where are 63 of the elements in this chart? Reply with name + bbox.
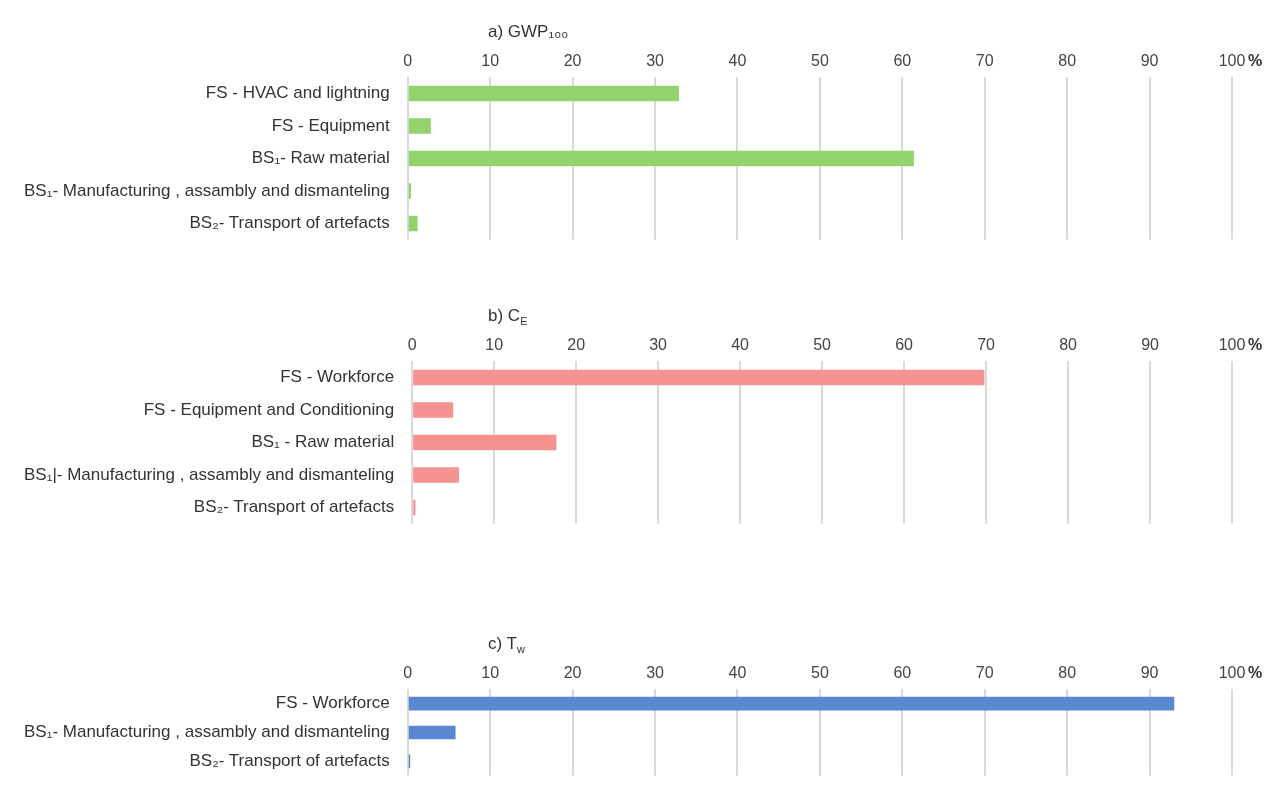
x-tick-label: 20 bbox=[563, 52, 582, 70]
chart-title: c) T$_{w}$ bbox=[488, 634, 525, 656]
y-tick-label: BS₁|- Manufacturing , assambly and dismanteling bbox=[23, 464, 395, 484]
x-tick-label: 90 bbox=[1140, 664, 1159, 682]
chart-title: b) C$_{E}$ bbox=[488, 306, 528, 328]
chart-title: a) GWP₁₀₀ bbox=[488, 22, 569, 42]
x-tick-label: 90 bbox=[1141, 336, 1160, 354]
x-axis-title: % bbox=[1248, 336, 1263, 354]
bar bbox=[408, 150, 914, 167]
bar bbox=[413, 369, 985, 386]
x-tick-label: 10 bbox=[485, 336, 504, 354]
x-tick-label: 10 bbox=[481, 664, 500, 682]
bar bbox=[408, 118, 431, 134]
y-tick-label: FS - Equipment and Conditioning bbox=[143, 399, 395, 419]
x-tick-label: 60 bbox=[893, 664, 912, 682]
bar bbox=[413, 434, 557, 451]
bar bbox=[408, 696, 1175, 711]
x-tick-label: 40 bbox=[728, 52, 747, 70]
x-axis-title: % bbox=[1248, 664, 1263, 682]
x-axis-title: % bbox=[1248, 52, 1263, 70]
x-tick-label: 70 bbox=[975, 664, 994, 682]
y-tick-label: FS - Workforce bbox=[280, 367, 395, 387]
bar bbox=[408, 183, 412, 199]
x-tick-label: 60 bbox=[893, 52, 912, 70]
x-tick-label: 50 bbox=[813, 336, 832, 354]
x-tick-label: 80 bbox=[1059, 336, 1078, 354]
x-tick-label: 80 bbox=[1058, 52, 1077, 70]
x-tick-label: 70 bbox=[977, 336, 996, 354]
x-tick-label: 70 bbox=[975, 52, 994, 70]
x-tick-label: 100 bbox=[1218, 664, 1246, 682]
x-tick-label: 50 bbox=[810, 664, 829, 682]
x-tick-label: 90 bbox=[1140, 52, 1159, 70]
x-tick-label: 80 bbox=[1058, 664, 1077, 682]
y-tick-label: FS - HVAC and lightning bbox=[205, 83, 390, 103]
bar bbox=[408, 85, 679, 102]
x-tick-label: 100 bbox=[1218, 336, 1246, 354]
y-tick-label: BS₂- Transport of artefacts bbox=[189, 213, 390, 233]
y-tick-label: BS₂- Transport of artefacts bbox=[193, 497, 395, 517]
y-tick-label: BS₁- Manufacturing , assambly and dismanteling bbox=[24, 180, 390, 200]
x-tick-label: 30 bbox=[649, 336, 668, 354]
x-tick-label: 40 bbox=[728, 664, 747, 682]
y-tick-label: FS - Workforce bbox=[275, 693, 390, 713]
x-tick-label: 10 bbox=[481, 52, 500, 70]
x-tick-label: 0 bbox=[403, 664, 413, 682]
x-tick-label: 20 bbox=[567, 336, 586, 354]
bar bbox=[413, 402, 454, 418]
x-tick-label: 20 bbox=[563, 664, 582, 682]
x-tick-label: 40 bbox=[731, 336, 750, 354]
bar bbox=[408, 725, 456, 740]
y-tick-label: BS₂- Transport of artefacts bbox=[189, 751, 390, 771]
x-tick-label: 60 bbox=[895, 336, 914, 354]
x-tick-label: 30 bbox=[646, 52, 665, 70]
y-tick-label: BS₁ - Raw material bbox=[251, 432, 395, 452]
y-tick-label: FS - Equipment bbox=[271, 115, 391, 135]
y-tick-label: BS₁- Manufacturing , assambly and dismanteling bbox=[24, 722, 390, 742]
bar bbox=[413, 467, 459, 483]
y-tick-label: BS₁- Raw material bbox=[251, 148, 390, 168]
bar bbox=[408, 215, 418, 232]
x-tick-label: 0 bbox=[407, 336, 417, 354]
x-tick-label: 0 bbox=[403, 52, 413, 70]
x-tick-label: 50 bbox=[810, 52, 829, 70]
x-tick-label: 100 bbox=[1218, 52, 1246, 70]
x-tick-label: 30 bbox=[646, 664, 665, 682]
